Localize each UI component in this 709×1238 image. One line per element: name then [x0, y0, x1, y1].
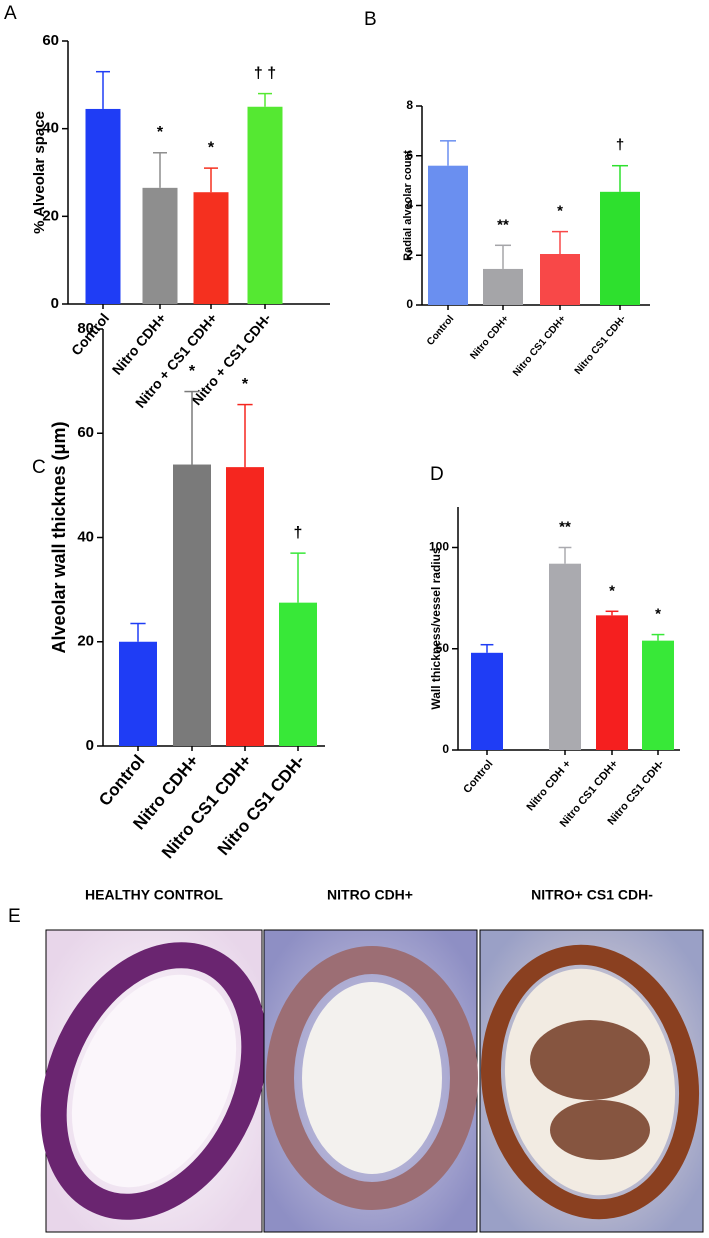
significance-label: * — [609, 582, 615, 599]
x-tick-label: Nitro CS1 CDH- — [573, 314, 629, 377]
bar — [596, 615, 628, 750]
x-tick-label: Control — [461, 758, 495, 796]
y-tick-label: 4 — [406, 198, 413, 212]
significance-label: * — [242, 376, 249, 393]
panel-label: B — [364, 9, 377, 30]
y-tick-label: 6 — [406, 148, 413, 162]
bar — [173, 464, 211, 746]
panel-label: E — [8, 906, 21, 927]
y-tick-label: 0 — [406, 297, 413, 311]
y-tick-label: 20 — [77, 633, 94, 650]
y-axis-label: % Alveolar space — [31, 111, 48, 234]
panel-label: D — [430, 464, 444, 485]
y-tick-label: 2 — [406, 247, 413, 261]
bar — [471, 652, 503, 750]
y-tick-label: 80 — [77, 320, 94, 337]
significance-label: † † — [254, 65, 276, 82]
bar — [119, 641, 157, 746]
y-tick-label: 0 — [51, 295, 59, 312]
y-axis-label: Alveolar wall thicknes (μm) — [49, 421, 69, 653]
y-tick-label: 60 — [42, 32, 59, 49]
bar — [642, 640, 674, 750]
bar — [193, 192, 229, 304]
y-tick-label: 40 — [77, 528, 94, 545]
bar — [279, 602, 317, 746]
significance-label: ** — [497, 216, 509, 233]
significance-label: * — [157, 124, 164, 141]
x-tick-label: Nitro CDH+ — [468, 313, 511, 361]
x-tick-label: Nitro CS1 CDH+ — [158, 751, 255, 862]
y-tick-label: 100 — [429, 540, 449, 554]
bar — [85, 108, 121, 304]
image-title: NITRO CDH+ — [327, 887, 413, 903]
micrograph — [263, 929, 478, 1233]
bar — [549, 563, 581, 750]
y-tick-label: 0 — [86, 737, 94, 754]
x-tick-label: Control — [425, 313, 456, 347]
significance-label: † — [616, 137, 624, 154]
y-tick-label: 40 — [42, 120, 59, 137]
significance-label: * — [189, 363, 196, 380]
significance-label: * — [655, 606, 661, 623]
bar — [226, 467, 264, 746]
y-tick-label: 60 — [77, 424, 94, 441]
y-tick-label: 0 — [442, 742, 449, 756]
significance-label: * — [208, 139, 215, 156]
y-tick-label: 50 — [436, 641, 450, 655]
bar — [540, 254, 580, 305]
image-title: NITRO+ CS1 CDH- — [531, 887, 653, 903]
bar — [600, 191, 640, 305]
y-axis-label: Radial alveolar count — [402, 150, 414, 261]
x-tick-label: Nitro CS1 CDH+ — [511, 313, 568, 378]
x-tick-label: Nitro CDH + — [524, 758, 573, 813]
significance-label: * — [557, 203, 563, 220]
x-tick-label: Control — [95, 751, 148, 810]
image-title: HEALTHY CONTROL — [85, 887, 223, 903]
y-axis-label: Wall thickness/vessel radius — [429, 547, 443, 710]
micrograph — [479, 929, 704, 1233]
panel-label: C — [32, 457, 46, 478]
bar — [483, 268, 523, 305]
micrograph — [40, 929, 268, 1233]
bar — [428, 165, 468, 305]
significance-label: ** — [559, 518, 571, 535]
y-tick-label: 20 — [42, 207, 59, 224]
significance-label: † — [294, 524, 303, 541]
bar — [142, 187, 178, 304]
bar — [247, 106, 283, 304]
y-tick-label: 8 — [406, 98, 413, 112]
panel-label: A — [4, 3, 17, 24]
